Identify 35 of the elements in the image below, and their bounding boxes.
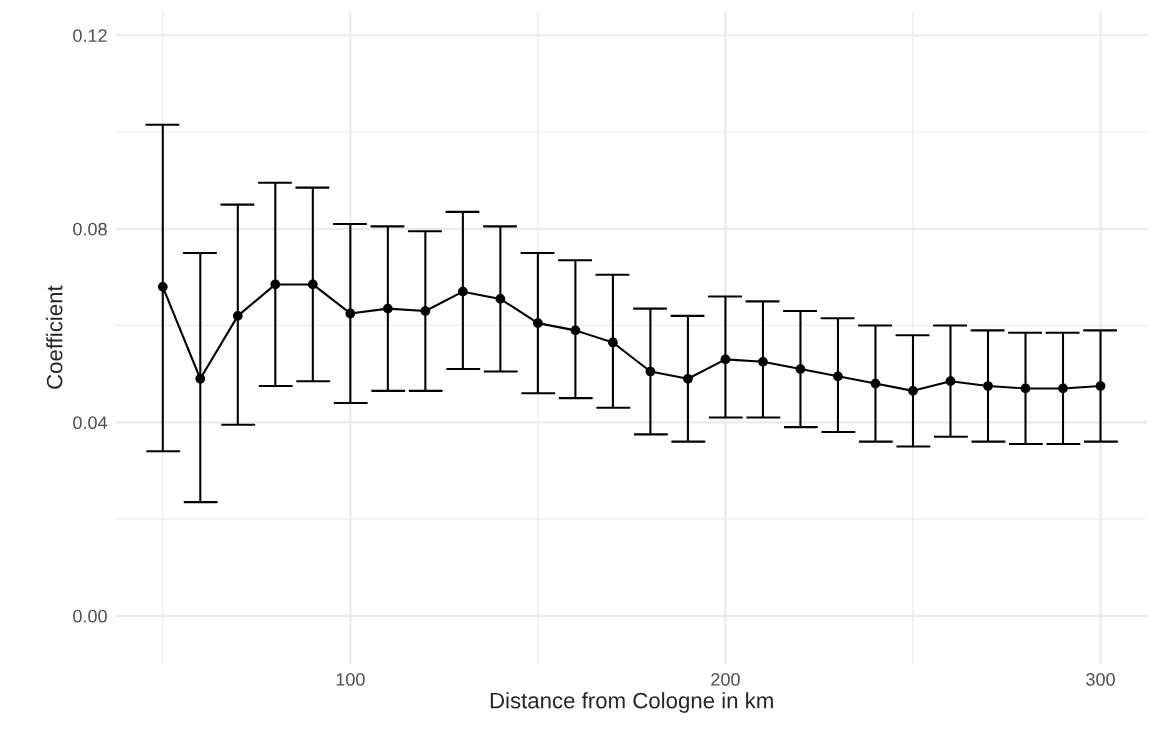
point [945, 376, 956, 387]
point [908, 385, 918, 396]
point [983, 381, 993, 391]
x-axis-title: Distance from Cologne in km [490, 692, 773, 713]
point [683, 373, 693, 384]
point [533, 318, 543, 328]
point [1095, 381, 1106, 391]
y-tick-label: 0.00 [73, 609, 107, 623]
point [307, 279, 318, 290]
point [232, 311, 243, 321]
point [570, 325, 581, 336]
point [420, 306, 431, 316]
point [157, 281, 168, 292]
y-tick-label: 0.04 [73, 416, 108, 430]
y-axis-title: Coefficient [46, 285, 63, 389]
point [345, 308, 356, 319]
point [758, 356, 768, 367]
point [495, 294, 506, 304]
point [645, 366, 656, 377]
point [195, 373, 206, 384]
y-tick-label: 0.12 [73, 29, 107, 42]
point [1058, 383, 1068, 394]
point [270, 279, 281, 290]
point [833, 371, 843, 382]
x-tick-label: 300 [1086, 673, 1115, 686]
y-tick-label: 0.08 [73, 222, 107, 236]
point [870, 378, 881, 389]
point [608, 337, 618, 348]
point [382, 303, 393, 314]
point [1020, 383, 1031, 394]
x-tick-label: 100 [336, 673, 365, 686]
point [795, 364, 806, 374]
x-tick-label: 200 [711, 673, 740, 686]
point [720, 354, 731, 365]
point [458, 286, 468, 297]
